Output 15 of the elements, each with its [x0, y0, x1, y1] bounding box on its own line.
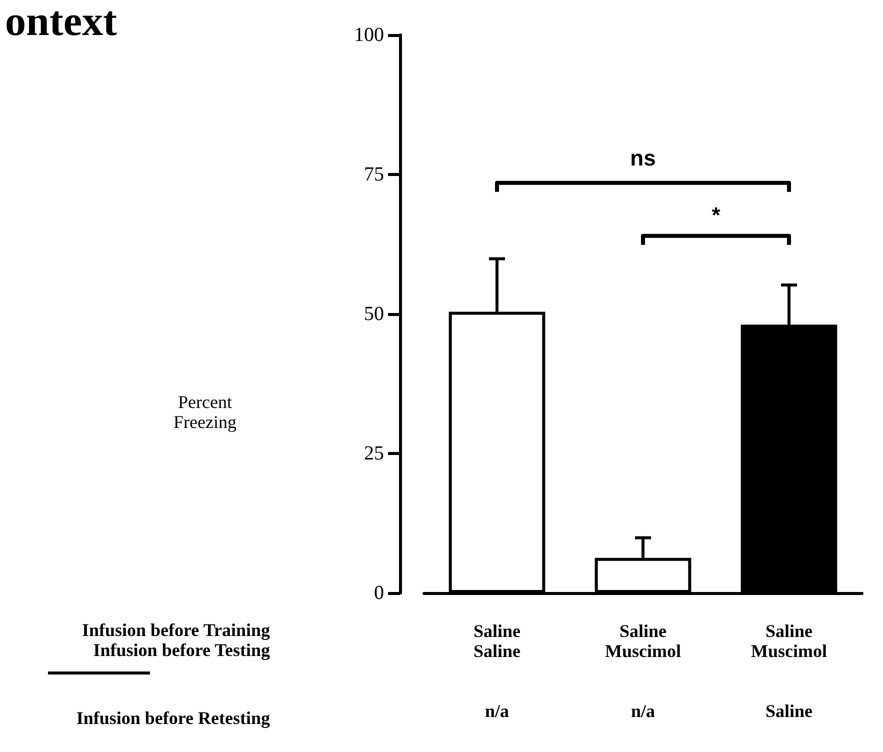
text: Infusion before Training — [82, 620, 270, 640]
annotation: ns — [630, 145, 656, 170]
text: Percent Freezing — [174, 392, 236, 432]
text: ontext — [5, 0, 117, 45]
y-tick-label: 100 — [354, 24, 384, 46]
y-tick-label: 75 — [364, 164, 384, 186]
text: Infusion before Testing — [93, 640, 270, 660]
annotation: * — [712, 202, 721, 228]
category-label: Saline Muscimol n/a — [605, 621, 681, 721]
y-tick-label: 50 — [364, 303, 384, 325]
category-label: Saline Saline n/a — [473, 621, 521, 721]
y-tick-label: 0 — [374, 582, 384, 604]
y-tick-label: 25 — [364, 442, 384, 464]
category-label: Saline Muscimol Saline — [751, 621, 827, 721]
text: Infusion before Retesting — [76, 708, 270, 728]
